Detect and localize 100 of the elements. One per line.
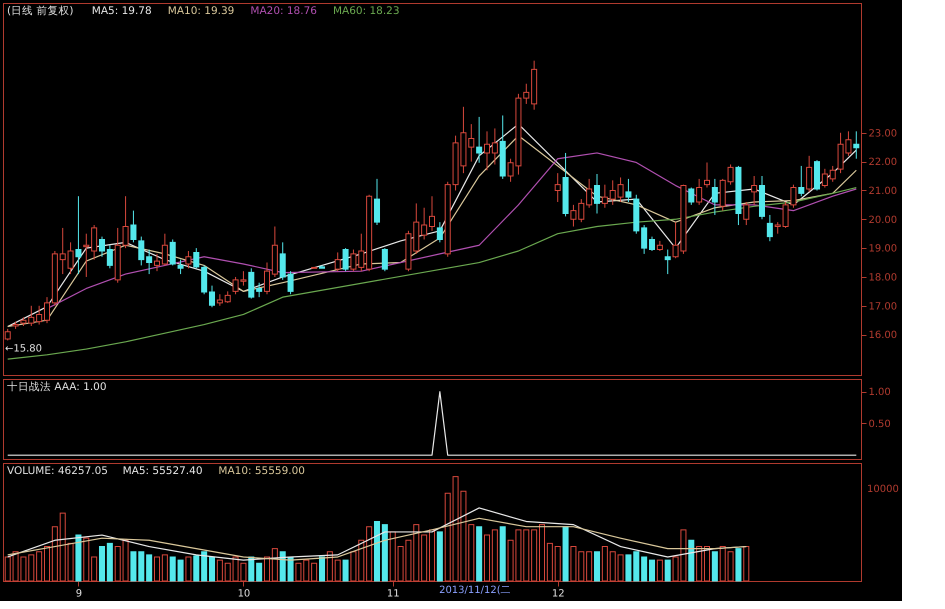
bar [720,546,726,582]
y-tick-label: 22.00 [868,157,898,168]
candlestick [618,176,624,202]
bar [178,560,184,582]
bar [264,556,270,582]
candlestick [75,196,82,275]
x-tick-label: 9 [76,588,82,600]
bar [704,546,710,582]
candlestick [4,328,11,341]
candlestick [208,285,216,308]
y-tick-label: 21.00 [868,186,898,197]
text: MA10: 19.39 [168,5,234,17]
bar [106,542,113,582]
candlestick [782,201,789,228]
bar [743,546,750,582]
bar [240,562,246,582]
candlestick [106,244,113,269]
bar [696,546,702,582]
bar [515,529,522,582]
candlestick [468,124,474,162]
candlestick [178,259,184,275]
candlestick [672,222,679,259]
candlestick [374,178,380,226]
bar [712,551,718,582]
bar [728,551,734,582]
bar [170,556,176,582]
x-tick-label: 11 [386,588,400,600]
bar [382,524,388,582]
candlestick [154,253,160,272]
bar [4,556,11,582]
candlestick [656,240,663,252]
bar [735,548,742,582]
text: 10000 [867,484,899,495]
bar [295,562,302,582]
bar [114,546,121,582]
candlestick [264,262,270,295]
bar [492,529,498,582]
candlestick [798,165,804,197]
candlestick [806,155,812,192]
bar [452,476,459,582]
y-tick-label: 20.00 [868,214,898,226]
bar [350,551,356,582]
bar [390,531,396,582]
candlestick [508,158,514,182]
candlestick [853,130,860,160]
candlestick [570,204,576,227]
bar [538,524,546,582]
candlestick [664,249,671,275]
candlestick [170,238,176,266]
bar [342,560,349,582]
candlestick [476,116,482,164]
y-tick-label: 17.00 [868,301,898,312]
bar [625,554,632,582]
y-tick-label: 1.00 [868,387,891,398]
bar [468,524,474,582]
bar [436,531,443,582]
bar [688,540,694,582]
candlestick [712,178,718,216]
text: MA10: 55559.00 [218,465,305,477]
x-tick-label: 10 [238,588,250,600]
bar [75,534,82,582]
bar [44,546,50,582]
bar [476,526,482,582]
bar [460,490,466,582]
bar [280,551,286,582]
candlestick [774,222,781,234]
candlestick [280,242,286,280]
candlestick [68,242,74,275]
text: 2013/11/12(二 [439,585,511,596]
bar [484,534,490,582]
bar [98,546,106,582]
candlestick [625,178,632,202]
candlestick [484,130,490,171]
text: MA20: 18.76 [250,5,318,17]
bar [20,556,26,582]
candlestick [334,252,341,272]
chart-title: (日线 前复权) [7,4,74,17]
bar [68,542,74,582]
candlestick [98,236,106,258]
candlestick [743,201,750,226]
text: MA5: 19.78 [92,5,152,17]
y-tick-label: 19.00 [868,244,898,255]
bar [680,529,686,582]
bar [130,551,136,582]
bar [398,546,404,582]
bar [570,546,576,582]
y-tick-label: 18.00 [868,272,898,284]
candlestick [240,270,246,286]
bar [12,551,19,582]
candlestick [790,184,796,208]
text: MA5: 55527.40 [122,465,203,477]
bar [405,540,412,582]
bar [374,520,380,582]
y-tick-label: 16.00 [868,330,898,342]
candlestick [232,276,239,295]
bar [208,556,216,582]
candlestick [130,210,136,243]
bar [154,556,160,582]
text: MA60: 18.23 [333,5,400,17]
candlestick [648,236,656,252]
